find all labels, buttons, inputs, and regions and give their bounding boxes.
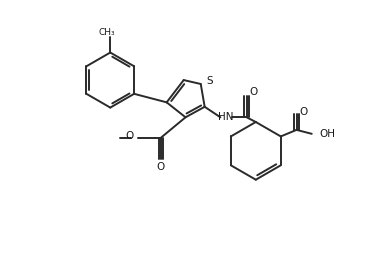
Text: HN: HN [218, 112, 233, 122]
Text: CH₃: CH₃ [98, 28, 115, 37]
Text: OH: OH [319, 129, 335, 139]
Text: S: S [206, 76, 213, 86]
Text: O: O [249, 87, 258, 97]
Text: O: O [299, 107, 307, 117]
Text: O: O [126, 131, 134, 142]
Text: O: O [157, 162, 165, 172]
